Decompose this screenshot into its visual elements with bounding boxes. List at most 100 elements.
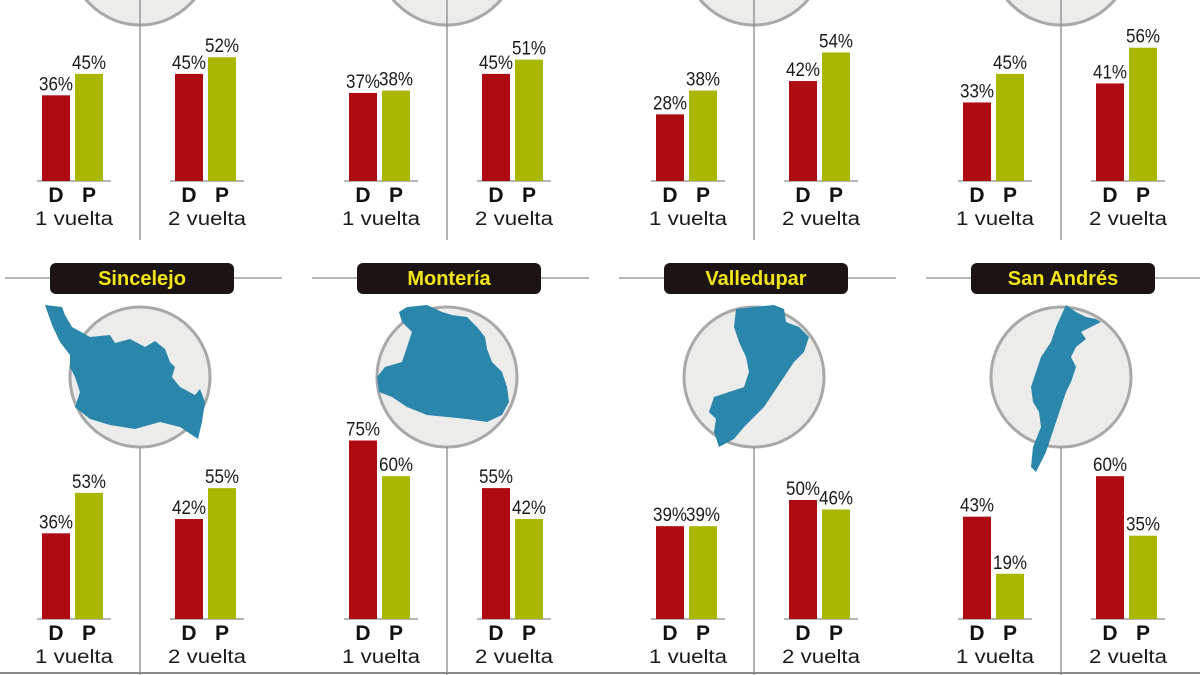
series-label: D [795, 622, 810, 645]
bar-group: 41% D 56% P2 vuelta [1089, 27, 1168, 230]
bar-d [175, 519, 203, 619]
data-label: 33% [960, 81, 994, 102]
series-label: D [969, 622, 984, 645]
bar-group: 42% D 55% P2 vuelta [168, 467, 247, 668]
category-label: 2 vuelta [1089, 647, 1168, 668]
category-label: 1 vuelta [342, 209, 421, 230]
series-label: D [1102, 184, 1117, 207]
series-label: P [389, 622, 403, 645]
city-title: Montería [407, 268, 491, 290]
category-label: 2 vuelta [168, 209, 247, 230]
data-label: 42% [786, 60, 820, 81]
bar-p [208, 57, 236, 181]
category-label: 2 vuelta [782, 647, 861, 668]
bar-p [75, 492, 103, 619]
bar-d [349, 92, 377, 181]
city-title: San Andrés [1008, 268, 1118, 290]
series-label: D [662, 184, 677, 207]
bar-group: 45% D 52% P2 vuelta [168, 36, 247, 230]
series-label: P [696, 622, 710, 645]
series-label: D [488, 184, 503, 207]
category-label: 1 vuelta [342, 647, 421, 668]
bar-p [822, 509, 850, 619]
series-label: D [181, 184, 196, 207]
bar-group: 55% D 42% P2 vuelta [475, 467, 554, 668]
data-label: 38% [379, 70, 413, 91]
series-label: P [389, 184, 403, 207]
bar-p [689, 90, 717, 181]
data-label: 45% [993, 53, 1027, 74]
bar-group: 43% D 19% P1 vuelta [956, 496, 1035, 668]
data-label: 41% [1093, 62, 1127, 83]
bar-d [482, 488, 510, 619]
series-label: P [82, 622, 96, 645]
city-label-background [971, 263, 1155, 294]
series-label: P [522, 184, 536, 207]
series-label: P [829, 184, 843, 207]
category-label: 2 vuelta [782, 209, 861, 230]
category-label: 2 vuelta [168, 647, 247, 668]
data-label: 60% [1093, 455, 1127, 476]
category-label: 1 vuelta [35, 209, 114, 230]
bar-p [1129, 47, 1157, 181]
bar-p [996, 73, 1024, 181]
bar-group: 28% D 38% P1 vuelta [649, 70, 728, 230]
bar-d [349, 440, 377, 619]
data-label: 35% [1126, 515, 1160, 536]
series-label: P [829, 622, 843, 645]
data-label: 45% [479, 53, 513, 74]
bar-d [42, 95, 70, 181]
series-label: P [215, 184, 229, 207]
map-icon [45, 305, 205, 439]
bar-p [208, 488, 236, 619]
series-label: P [82, 184, 96, 207]
category-label: 1 vuelta [649, 209, 728, 230]
bar-group: 33% D 45% P1 vuelta [956, 53, 1035, 230]
series-label: D [48, 184, 63, 207]
bar-d [1096, 476, 1124, 619]
data-label: 28% [653, 93, 687, 114]
series-label: P [1136, 622, 1150, 645]
data-label: 51% [512, 39, 546, 60]
bar-d [1096, 83, 1124, 181]
bar-d [963, 516, 991, 619]
series-label: P [696, 184, 710, 207]
bar-d [656, 114, 684, 181]
data-label: 46% [819, 489, 853, 510]
city-label-background [664, 263, 848, 294]
city-label-background [50, 263, 234, 294]
data-label: 54% [819, 31, 853, 52]
bar-d [482, 73, 510, 181]
bar-group: 36% D 53% P1 vuelta [35, 472, 114, 668]
series-label: D [488, 622, 503, 645]
category-label: 1 vuelta [35, 647, 114, 668]
bar-d [789, 500, 817, 619]
series-label: P [522, 622, 536, 645]
map-icon [1031, 305, 1101, 472]
bar-p [996, 573, 1024, 619]
data-label: 42% [172, 498, 206, 519]
map-icon [709, 305, 809, 447]
series-label: D [181, 622, 196, 645]
data-label: 45% [172, 53, 206, 74]
series-label: D [355, 622, 370, 645]
bar-group: 60% D 35% P2 vuelta [1089, 455, 1168, 668]
panel-monteria: Montería 75%D60%P1 vuelta 55%D42%P2 vuelta [312, 263, 589, 675]
series-label: D [969, 184, 984, 207]
category-label: 2 vuelta [475, 647, 554, 668]
data-label: 36% [39, 74, 73, 95]
bar-group: 42% D 54% P2 vuelta [782, 31, 861, 230]
data-label: 52% [205, 36, 239, 57]
bar-d [42, 533, 70, 619]
data-label: 56% [1126, 27, 1160, 48]
bar-group: 75% D 60% P1 vuelta [342, 420, 421, 669]
series-label: D [355, 184, 370, 207]
series-label: P [1003, 622, 1017, 645]
bar-p [75, 73, 103, 181]
series-label: P [1003, 184, 1017, 207]
